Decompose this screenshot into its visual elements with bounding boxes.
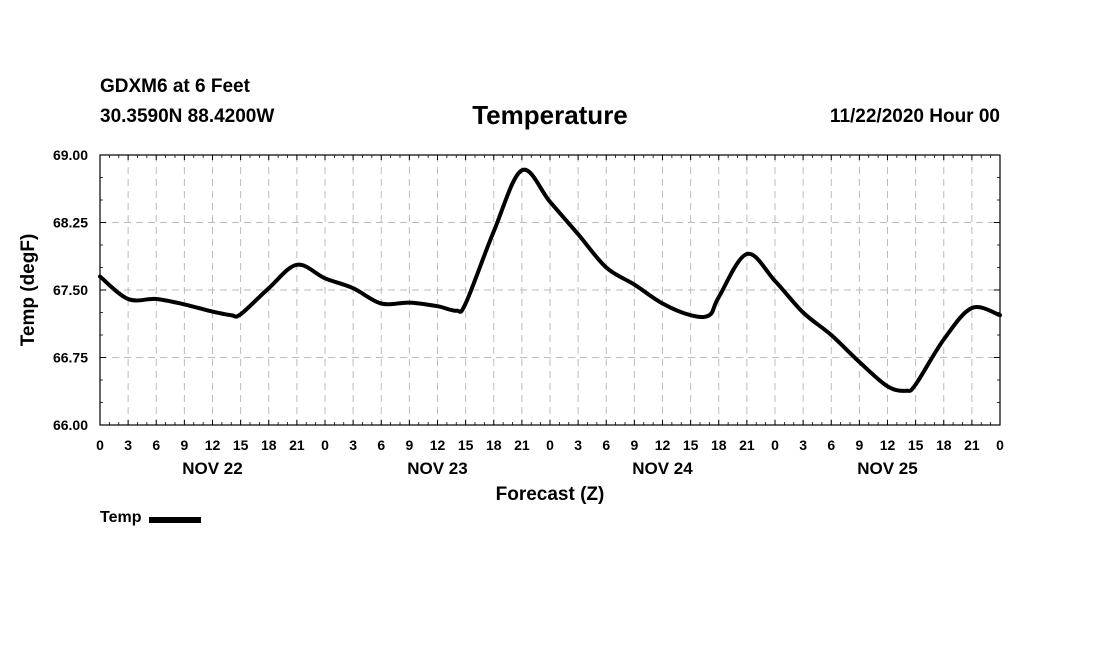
x-tick-label: 3	[124, 437, 132, 453]
y-tick-label: 66.75	[53, 350, 88, 366]
x-tick-label: 21	[739, 437, 755, 453]
x-tick-label: 0	[546, 437, 554, 453]
series-line-temp	[98, 167, 1002, 393]
x-axis-label: Forecast (Z)	[496, 484, 605, 505]
axis-ticks	[99, 154, 1001, 426]
x-tick-label: 3	[349, 437, 357, 453]
coordinates-label: 30.3590N 88.4200W	[100, 106, 275, 127]
day-label: NOV 24	[632, 459, 693, 478]
x-tick-label: 0	[96, 437, 104, 453]
forecast-datetime-label: 11/22/2020 Hour 00	[829, 106, 1000, 127]
x-tick-label: 18	[261, 437, 277, 453]
y-tick-label: 68.25	[53, 215, 88, 231]
x-tick-label: 15	[908, 437, 924, 453]
x-tick-label: 0	[996, 437, 1004, 453]
day-label: NOV 23	[407, 459, 467, 478]
x-tick-label: 3	[799, 437, 807, 453]
x-tick-label: 9	[630, 437, 638, 453]
x-tick-label: 21	[964, 437, 980, 453]
y-tick-label: 67.50	[53, 282, 88, 298]
x-tick-label: 6	[827, 437, 835, 453]
y-axis-label: Temp (degF)	[18, 234, 39, 347]
x-tick-label: 6	[377, 437, 385, 453]
x-tick-label: 9	[405, 437, 413, 453]
x-tick-label: 12	[205, 437, 221, 453]
y-tick-label: 66.00	[53, 417, 88, 433]
day-label: NOV 25	[857, 459, 917, 478]
x-tick-label: 6	[152, 437, 160, 453]
x-tick-label: 15	[458, 437, 474, 453]
x-tick-label: 12	[655, 437, 671, 453]
x-tick-label: 18	[486, 437, 502, 453]
x-tick-label: 12	[880, 437, 896, 453]
x-tick-label: 21	[514, 437, 530, 453]
tick-labels: 0 3 6 9 12 15 18 21 0 3 6 9 12 15 18 21 0 3 6 9 12 15 18 21 0 3 6 9…	[53, 147, 1004, 478]
legend: Temp	[100, 509, 202, 527]
chart-title: Temperature	[472, 100, 628, 130]
x-tick-label: 0	[321, 437, 329, 453]
x-tick-label: 9	[180, 437, 188, 453]
x-tick-label: 15	[233, 437, 249, 453]
x-tick-label: 3	[574, 437, 582, 453]
station-label: GDXM6 at 6 Feet	[100, 76, 250, 97]
y-tick-label: 69.00	[53, 147, 88, 163]
x-tick-label: 9	[855, 437, 863, 453]
grid	[100, 155, 1000, 425]
x-tick-label: 18	[936, 437, 952, 453]
x-tick-label: 18	[711, 437, 727, 453]
legend-label-temp: Temp	[100, 509, 142, 526]
x-tick-label: 12	[430, 437, 446, 453]
x-tick-label: 15	[683, 437, 699, 453]
day-label: NOV 22	[182, 459, 242, 478]
x-tick-label: 21	[289, 437, 305, 453]
legend-swatch-temp	[149, 517, 202, 523]
x-tick-label: 6	[602, 437, 610, 453]
x-tick-label: 0	[771, 437, 779, 453]
